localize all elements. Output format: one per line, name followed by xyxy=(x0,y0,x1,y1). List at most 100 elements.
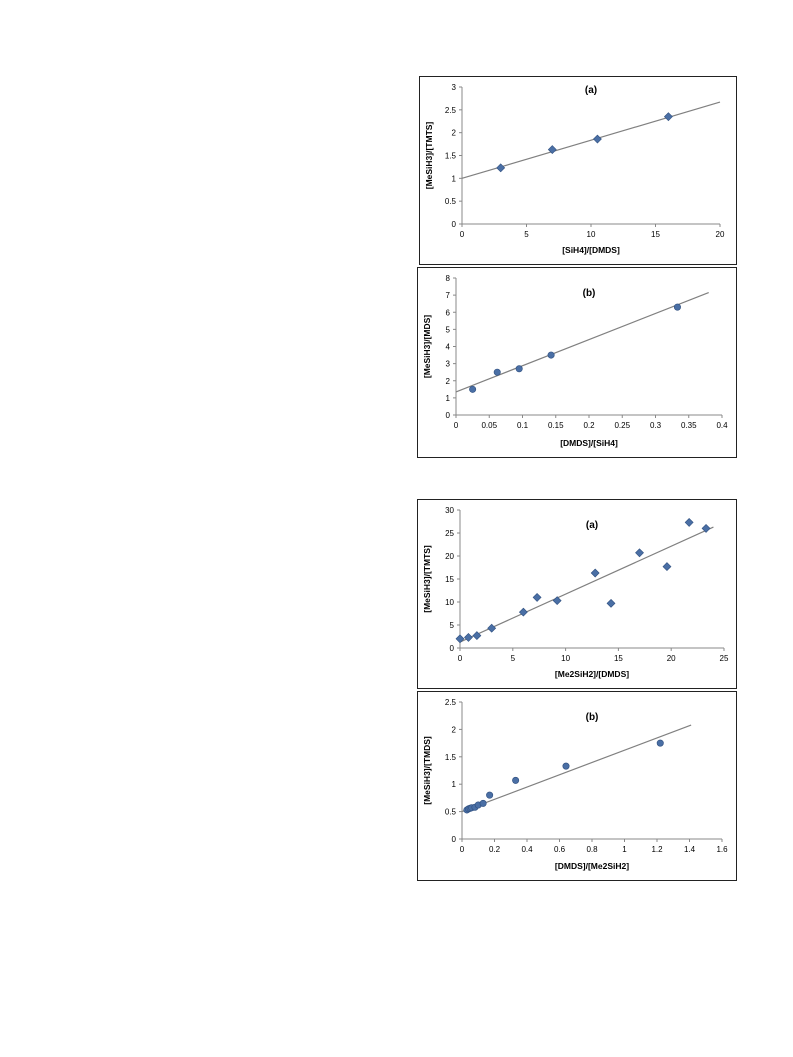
x-tick-label: 15 xyxy=(651,230,660,239)
y-tick-label: 25 xyxy=(445,529,454,538)
y-tick-label: 0.5 xyxy=(445,808,457,817)
x-tick-label: 0.8 xyxy=(586,845,598,854)
data-point xyxy=(472,631,482,641)
data-point xyxy=(701,523,711,533)
y-tick-label: 1 xyxy=(446,394,451,403)
y-tick-label: 3 xyxy=(446,360,451,369)
y-tick-label: 2 xyxy=(452,129,457,138)
data-point xyxy=(547,145,557,154)
x-tick-label: 0.6 xyxy=(554,845,566,854)
y-tick-label: 15 xyxy=(445,575,454,584)
x-tick-label: 0.4 xyxy=(521,845,533,854)
y-tick-label: 10 xyxy=(445,598,454,607)
panel-label: (b) xyxy=(586,712,599,723)
y-tick-label: 7 xyxy=(446,291,451,300)
x-tick-label: 0.15 xyxy=(548,421,564,430)
y-tick-label: 5 xyxy=(450,621,455,630)
y-tick-label: 1.5 xyxy=(445,753,457,762)
data-point xyxy=(663,112,673,122)
x-tick-label: 5 xyxy=(524,230,529,239)
y-axis-title: [MeSiH3]/[TMTS] xyxy=(422,545,432,613)
data-point xyxy=(532,592,542,602)
x-tick-label: 1.4 xyxy=(684,845,696,854)
x-tick-label: 0.25 xyxy=(614,421,630,430)
y-tick-label: 5 xyxy=(446,325,451,334)
chart-4-svg: 0 0.5 1 1.5 2 2.5 0 0.2 0.4 0.6 0.8 1 1.2 1.4 1.6 (b) [D… xyxy=(422,698,728,871)
y-tick-label: 6 xyxy=(446,308,451,317)
chart-3-svg: 0 5 10 15 20 25 30 0 5 10 15 20 25 (a) [Me2SiH2]/[DMDS… xyxy=(422,506,729,679)
chart-panel-3: 0 5 10 15 20 25 30 0 5 10 15 20 25 (a) [Me2SiH2]/[DMDS… xyxy=(417,499,737,689)
x-tick-label: 0.2 xyxy=(489,845,501,854)
y-tick-label: 30 xyxy=(445,506,454,515)
y-tick-label: 1 xyxy=(452,780,457,789)
y-axis-title: [MeSiH3]/[MDS] xyxy=(422,315,432,378)
x-axis-title: [SiH4]/[DMDS] xyxy=(562,245,620,255)
chart-panel-4: 0 0.5 1 1.5 2 2.5 0 0.2 0.4 0.6 0.8 1 1.2 1.4 1.6 (b) [D… xyxy=(417,691,737,881)
chart-panel-1: 0 0.5 1 1.5 2 2.5 3 0 5 10 15 20 (a) [SiH4]/[DMDS] [Me… xyxy=(419,76,737,265)
data-point xyxy=(487,623,497,633)
data-point xyxy=(479,799,487,807)
data-point xyxy=(512,776,520,784)
y-tick-label: 2.5 xyxy=(445,106,457,115)
y-tick-label: 1 xyxy=(452,174,457,183)
x-tick-label: 10 xyxy=(561,654,570,663)
data-point xyxy=(518,607,528,617)
panel-label: (a) xyxy=(585,85,597,96)
data-point xyxy=(673,303,681,311)
y-tick-label: 0.5 xyxy=(445,197,457,206)
data-point xyxy=(590,568,600,578)
data-point xyxy=(464,632,473,642)
chart-2-svg: 0 1 2 3 4 5 6 7 8 0 0.05 0.1 0.15 0.2 0.25 0.3 0.35 0.4 (b… xyxy=(422,274,728,448)
x-tick-label: 0 xyxy=(454,421,459,430)
y-tick-label: 4 xyxy=(446,343,451,352)
trendline xyxy=(461,724,692,813)
y-tick-label: 8 xyxy=(446,274,451,283)
y-axis-title: [MeSiH3]/[TMDS] xyxy=(422,736,432,805)
x-tick-label: 25 xyxy=(720,654,729,663)
y-tick-label: 2.5 xyxy=(445,698,457,707)
y-tick-label: 2 xyxy=(446,377,451,386)
data-point xyxy=(635,548,644,558)
y-tick-label: 3 xyxy=(452,83,457,92)
y-tick-label: 1.5 xyxy=(445,152,457,161)
x-tick-label: 20 xyxy=(667,654,676,663)
chart-1-svg: 0 0.5 1 1.5 2 2.5 3 0 5 10 15 20 (a) [SiH4]/[DMDS] [Me… xyxy=(424,83,725,255)
y-tick-label: 0 xyxy=(452,220,457,229)
x-axis-title: [DMDS]/[Me2SiH2] xyxy=(555,861,629,871)
chart-panel-2: 0 1 2 3 4 5 6 7 8 0 0.05 0.1 0.15 0.2 0.25 0.3 0.35 0.4 (b… xyxy=(417,267,737,458)
trendline xyxy=(455,291,709,393)
data-point xyxy=(656,739,664,747)
x-tick-label: 15 xyxy=(614,654,623,663)
data-point xyxy=(493,368,501,376)
trendline xyxy=(459,526,714,643)
data-point xyxy=(593,134,602,144)
x-axis-title: [Me2SiH2]/[DMDS] xyxy=(555,669,629,679)
x-tick-label: 1.6 xyxy=(716,845,728,854)
x-tick-label: 1 xyxy=(622,845,627,854)
y-tick-label: 20 xyxy=(445,552,454,561)
data-point xyxy=(486,791,494,799)
x-tick-label: 0 xyxy=(460,845,465,854)
data-point xyxy=(496,163,506,173)
x-tick-label: 10 xyxy=(587,230,596,239)
x-tick-label: 5 xyxy=(511,654,516,663)
data-point xyxy=(515,365,523,373)
y-tick-label: 0 xyxy=(446,411,451,420)
x-tick-label: 0.3 xyxy=(650,421,662,430)
x-tick-label: 0.05 xyxy=(481,421,497,430)
x-tick-label: 0 xyxy=(460,230,465,239)
x-tick-label: 0.1 xyxy=(517,421,529,430)
x-tick-label: 1.2 xyxy=(651,845,663,854)
x-tick-label: 0.4 xyxy=(716,421,728,430)
y-axis-title: [MeSiH3]/[TMTS] xyxy=(424,122,434,190)
x-tick-label: 0 xyxy=(458,654,463,663)
x-tick-label: 0.2 xyxy=(583,421,595,430)
x-tick-label: 0.35 xyxy=(681,421,697,430)
y-tick-label: 0 xyxy=(452,835,457,844)
trendline xyxy=(461,101,721,179)
data-point xyxy=(455,634,465,644)
x-axis-title: [DMDS]/[SiH4] xyxy=(560,438,618,448)
x-tick-label: 20 xyxy=(716,230,725,239)
y-tick-label: 2 xyxy=(452,725,457,734)
y-tick-label: 0 xyxy=(450,644,455,653)
